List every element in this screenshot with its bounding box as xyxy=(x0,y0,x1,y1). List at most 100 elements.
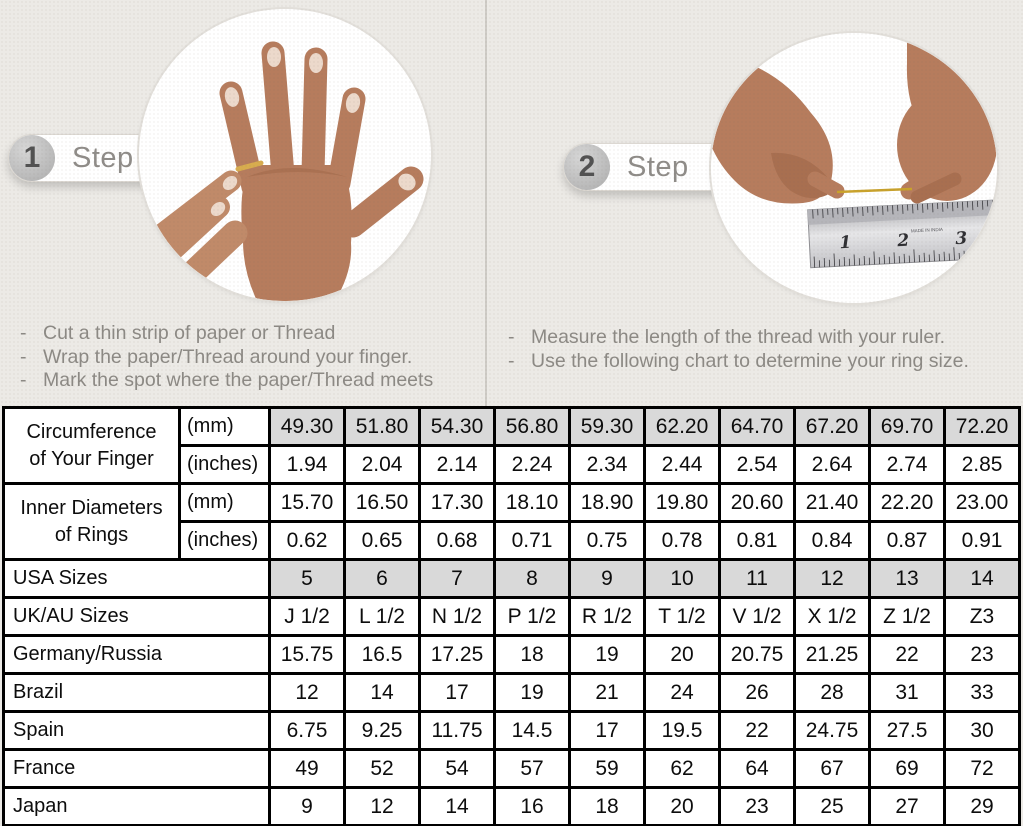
size-value-cell: 22.20 xyxy=(868,482,946,523)
size-value-cell: 17.30 xyxy=(418,482,496,523)
ruler-small-text: MADE IN INDIA xyxy=(911,227,943,234)
table-row: Brazil 12 14 17 19 21 24 26 28 31 33 xyxy=(2,672,1021,713)
instruction-line: - Measure the length of the thread with y… xyxy=(508,326,969,350)
size-value-cell: 17 xyxy=(568,710,646,751)
size-value-cell: 0.65 xyxy=(343,520,421,561)
size-value-cell: 2.64 xyxy=(793,444,871,485)
table-row: Germany/Russia 15.75 16.5 17.25 18 19 20 20.75 2… xyxy=(2,634,1021,675)
step1-instructions: - Cut a thin strip of paper or Thread - Wra… xyxy=(20,322,433,393)
size-value-cell: 2.74 xyxy=(868,444,946,485)
size-value-cell: 17.25 xyxy=(418,634,496,675)
step1-number: 1 xyxy=(9,135,55,181)
size-value-cell: 9 xyxy=(568,558,646,599)
size-value-cell: P 1/2 xyxy=(493,596,571,637)
size-value-cell: 22 xyxy=(868,634,946,675)
size-value-cell: 62.20 xyxy=(643,406,721,447)
size-value-cell: 51.80 xyxy=(343,406,421,447)
size-value-cell: 10 xyxy=(643,558,721,599)
size-value-cell: 62 xyxy=(643,748,721,789)
size-value-cell: 19 xyxy=(568,634,646,675)
size-value-cell: 1.94 xyxy=(268,444,346,485)
step2-photo: 1 2 3 MADE IN INDIA xyxy=(711,33,997,303)
gold-thread xyxy=(836,187,913,194)
size-value-cell: V 1/2 xyxy=(718,596,796,637)
size-value-cell: 19.5 xyxy=(643,710,721,751)
size-value-cell: 0.78 xyxy=(643,520,721,561)
table-row: UK/AU Sizes J 1/2 L 1/2 N 1/2 P 1/2 R 1/2 T 1/… xyxy=(2,596,1021,637)
size-value-cell: 33 xyxy=(943,672,1021,713)
table-row: USA Sizes 5 6 7 8 9 10 11 12 13 14 xyxy=(2,558,1021,599)
size-value-cell: 0.68 xyxy=(418,520,496,561)
size-value-cell: 56.80 xyxy=(493,406,571,447)
table-row: France 49 52 54 57 59 62 64 67 69 72 xyxy=(2,748,1021,789)
ruler-number: 1 xyxy=(839,233,852,254)
size-value-cell: 9.25 xyxy=(343,710,421,751)
size-value-cell: Z 1/2 xyxy=(868,596,946,637)
size-value-cell: 0.75 xyxy=(568,520,646,561)
row-label: Inner Diameters of Rings xyxy=(2,482,181,561)
size-value-cell: 69 xyxy=(868,748,946,789)
instruction-text: Mark the spot where the paper/Thread mee… xyxy=(43,369,434,391)
size-value-cell: R 1/2 xyxy=(568,596,646,637)
size-value-cell: Z3 xyxy=(943,596,1021,637)
size-value-cell: 2.24 xyxy=(493,444,571,485)
size-value-cell: J 1/2 xyxy=(268,596,346,637)
size-value-cell: 21.25 xyxy=(793,634,871,675)
size-value-cell: 15.75 xyxy=(268,634,346,675)
size-value-cell: X 1/2 xyxy=(793,596,871,637)
bullet-dash: - xyxy=(20,369,27,391)
size-value-cell: 59 xyxy=(568,748,646,789)
step2-number: 2 xyxy=(564,144,610,190)
size-value-cell: 7 xyxy=(418,558,496,599)
size-value-cell: 29 xyxy=(943,786,1021,826)
table-row: Circumference of Your Finger (mm) 49.30 51.… xyxy=(2,406,1021,485)
row-label: Spain xyxy=(2,710,271,751)
ruler-number: 2 xyxy=(896,231,910,252)
size-value-cell: 30 xyxy=(943,710,1021,751)
size-value-cell: 31 xyxy=(868,672,946,713)
size-value-cell: 6 xyxy=(343,558,421,599)
size-value-cell: 19.80 xyxy=(643,482,721,523)
size-value-cell: 18 xyxy=(568,786,646,826)
size-value-cell: T 1/2 xyxy=(643,596,721,637)
size-value-cell: 15.70 xyxy=(268,482,346,523)
size-value-cell: 18.90 xyxy=(568,482,646,523)
size-value-cell: 18.10 xyxy=(493,482,571,523)
size-value-cell: 24 xyxy=(643,672,721,713)
instruction-text: Measure the length of the thread with yo… xyxy=(531,326,946,348)
size-value-cell: 2.34 xyxy=(568,444,646,485)
size-value-cell: 14.5 xyxy=(493,710,571,751)
measuring-thread-illustration: 1 2 3 MADE IN INDIA xyxy=(711,33,997,303)
row-label: Brazil xyxy=(2,672,271,713)
instruction-line: - Mark the spot where the paper/Thread me… xyxy=(20,369,433,393)
size-value-cell: 16.50 xyxy=(343,482,421,523)
row-label: France xyxy=(2,748,271,789)
size-value-cell: 67 xyxy=(793,748,871,789)
ring-size-table: Circumference of Your Finger (mm) 49.30 51.… xyxy=(2,406,1021,826)
size-value-cell: 27 xyxy=(868,786,946,826)
size-value-cell: 12 xyxy=(793,558,871,599)
size-value-cell: 20 xyxy=(643,786,721,826)
size-value-cell: 49 xyxy=(268,748,346,789)
instruction-line: - Use the following chart to determine yo… xyxy=(508,350,969,374)
table-row: Inner Diameters of Rings (mm) 15.70 16.50 17… xyxy=(2,482,1021,561)
size-value-cell: 17 xyxy=(418,672,496,713)
ruler: 1 2 3 MADE IN INDIA xyxy=(807,198,997,269)
size-value-cell: 6.75 xyxy=(268,710,346,751)
size-value-cell: 0.81 xyxy=(718,520,796,561)
size-value-cell: 9 xyxy=(268,786,346,826)
size-value-cell: 0.71 xyxy=(493,520,571,561)
step1-photo xyxy=(139,9,431,301)
row-unit: (mm) xyxy=(178,482,271,523)
size-value-cell: 0.62 xyxy=(268,520,346,561)
size-value-cell: 28 xyxy=(793,672,871,713)
row-label: Japan xyxy=(2,786,271,826)
size-value-cell: 72 xyxy=(943,748,1021,789)
size-value-cell: 0.87 xyxy=(868,520,946,561)
row-label: Germany/Russia xyxy=(2,634,271,675)
table-row: Japan 9 12 14 16 18 20 23 25 27 29 xyxy=(2,786,1021,826)
row-label: Circumference of Your Finger xyxy=(2,406,181,485)
size-value-cell: 57 xyxy=(493,748,571,789)
size-value-cell: 54 xyxy=(418,748,496,789)
bullet-dash: - xyxy=(20,322,27,344)
